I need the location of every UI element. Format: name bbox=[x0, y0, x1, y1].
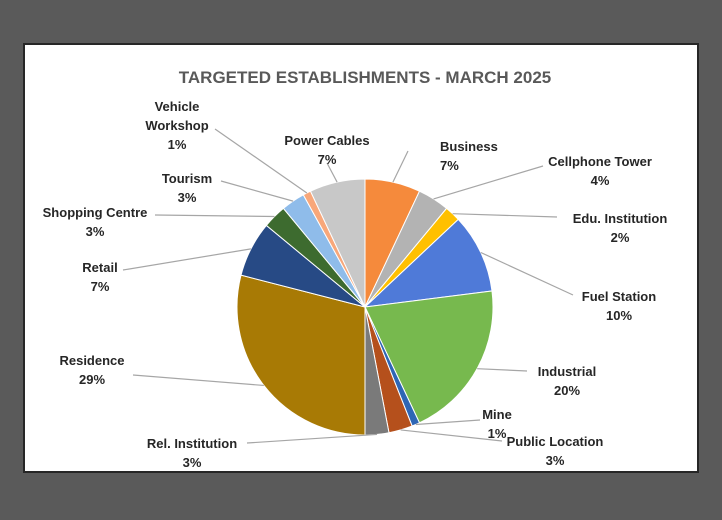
data-label-edu-institution: Edu. Institution 2% bbox=[573, 211, 668, 245]
leader-line-cellphone-tower bbox=[433, 165, 544, 200]
pie-chart: TARGETED ESTABLISHMENTS - MARCH 2025 Bus… bbox=[43, 68, 668, 470]
data-label-shopping-centre: Shopping Centre 3% bbox=[43, 205, 148, 239]
chart-title: TARGETED ESTABLISHMENTS - MARCH 2025 bbox=[179, 68, 551, 87]
leader-line-vehicle-workshop bbox=[214, 128, 308, 194]
data-label-rel-institution: Rel. Institution 3% bbox=[147, 436, 237, 470]
data-label-retail: Retail 7% bbox=[82, 260, 117, 294]
data-label-business: Business 7% bbox=[440, 139, 498, 173]
leader-line-rel-institution bbox=[246, 433, 378, 444]
data-label-public-location: Public Location 3% bbox=[507, 434, 604, 468]
leader-line-industrial bbox=[477, 368, 528, 372]
leader-line-public-location bbox=[400, 429, 503, 442]
data-label-industrial: Industrial 20% bbox=[538, 364, 597, 398]
leader-line-tourism bbox=[220, 180, 294, 202]
data-label-residence: Residence 29% bbox=[59, 353, 124, 387]
data-label-cellphone-tower: Cellphone Tower 4% bbox=[548, 154, 652, 188]
data-label-vehicle-workshop: Vehicle Workshop 1% bbox=[145, 99, 208, 152]
leader-line-shopping-centre bbox=[154, 214, 275, 218]
pie-slice-fuel-station bbox=[363, 218, 493, 308]
data-label-power-cables: Power Cables 7% bbox=[284, 133, 369, 167]
leader-line-retail bbox=[122, 248, 252, 271]
data-label-fuel-station: Fuel Station 10% bbox=[582, 289, 656, 323]
leader-line-edu-institution bbox=[452, 213, 558, 218]
leader-line-business bbox=[392, 150, 409, 183]
leader-line-residence bbox=[132, 374, 264, 387]
data-label-mine: Mine 1% bbox=[482, 407, 512, 441]
data-label-tourism: Tourism 3% bbox=[162, 171, 212, 205]
leader-line-fuel-station bbox=[480, 251, 574, 296]
pie-slice-residence bbox=[236, 274, 366, 436]
leader-line-mine bbox=[415, 419, 481, 426]
chart-frame: TARGETED ESTABLISHMENTS - MARCH 2025 Bus… bbox=[23, 43, 699, 473]
leader-line-power-cables bbox=[326, 162, 338, 183]
